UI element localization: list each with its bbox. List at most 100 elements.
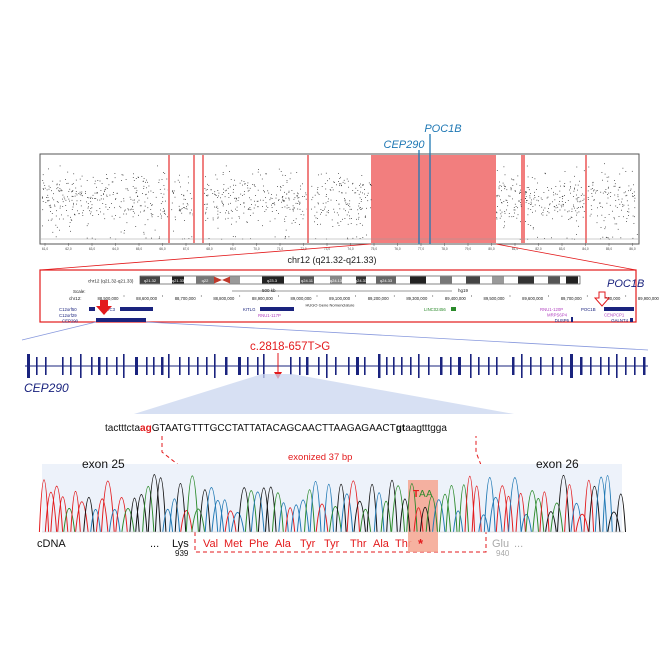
- poc1b-label: POC1B: [424, 123, 461, 135]
- cnv-point: [580, 206, 581, 208]
- cnv-point: [529, 197, 531, 199]
- cnv-point: [526, 200, 528, 201]
- cnv-point: [549, 204, 550, 206]
- cnv-point: [61, 214, 62, 216]
- cnv-point: [82, 215, 84, 216]
- cnv-point: [204, 192, 205, 194]
- cnv-point: [244, 183, 246, 185]
- cnv-point: [146, 187, 147, 189]
- cnv-point: [362, 224, 363, 226]
- cnv-point: [186, 206, 187, 208]
- cnv-point: [282, 198, 284, 200]
- cnv-point: [318, 203, 319, 205]
- cnv-point: [599, 202, 601, 204]
- cnv-point: [165, 200, 166, 202]
- cnv-point: [238, 197, 240, 199]
- cnv-point: [167, 216, 168, 218]
- cnv-point: [338, 181, 339, 182]
- cnv-point: [67, 182, 69, 184]
- cnv-point: [247, 190, 249, 192]
- trace-peak: [391, 485, 406, 533]
- cnv-point: [282, 185, 284, 186]
- cnv-point: [265, 209, 267, 211]
- cnv-point: [520, 204, 522, 206]
- trace-peak: [602, 475, 613, 533]
- cnv-point: [601, 172, 603, 173]
- cnv-point: [165, 213, 166, 215]
- cnv-point: [96, 186, 97, 188]
- cnv-point: [286, 181, 288, 183]
- cnv-point: [292, 205, 294, 207]
- cnv-point: [512, 198, 513, 200]
- cnv-point: [59, 229, 60, 231]
- cnv-point: [151, 205, 153, 206]
- cnv-point: [158, 179, 160, 181]
- cnv-point: [605, 236, 607, 238]
- trace-peak: [445, 485, 458, 533]
- cnv-point: [285, 229, 287, 231]
- cnv-point: [369, 183, 371, 185]
- cnv-point: [215, 194, 216, 196]
- cnv-point: [111, 181, 113, 183]
- cnv-point: [282, 200, 284, 202]
- ideogram-band-label: q21.33: [172, 278, 185, 283]
- cnv-point: [355, 192, 357, 194]
- cnv-point: [607, 187, 609, 189]
- cnv-point: [136, 190, 138, 192]
- cnv-point: [289, 178, 291, 180]
- cnv-point: [252, 212, 254, 214]
- cnv-point: [125, 213, 127, 215]
- cnv-point: [554, 206, 556, 208]
- cnv-point: [596, 222, 598, 224]
- gene-cep290: CEP290: [62, 319, 79, 324]
- exon: [257, 357, 259, 375]
- cnv-point: [281, 207, 283, 208]
- cnv-point: [79, 193, 81, 195]
- cnv-point: [556, 193, 558, 195]
- cnv-point: [243, 202, 245, 203]
- cnv-point: [527, 224, 529, 225]
- cnv-point: [570, 187, 571, 189]
- cnv-point: [140, 205, 142, 207]
- cnv-point: [274, 236, 276, 238]
- cnv-point: [135, 178, 137, 179]
- cnv-point: [632, 215, 634, 217]
- cnv-point: [187, 176, 189, 178]
- cnv-point: [532, 211, 533, 213]
- exon: [356, 357, 359, 375]
- cnv-point: [76, 200, 78, 202]
- cnv-point: [68, 198, 70, 200]
- cnv-point: [68, 191, 70, 192]
- cnv-point: [328, 210, 329, 211]
- cnv-point: [160, 213, 161, 215]
- cnv-x-ticks: 61,0 62,0 63,0 64,0 65,0 66,0 67,0 68,0 69,0 70,0…: [42, 243, 636, 251]
- cnv-point: [295, 202, 297, 204]
- cnv-point: [51, 218, 53, 220]
- cnv-point: [582, 206, 584, 208]
- cnv-point: [321, 186, 323, 187]
- cnv-point: [561, 215, 563, 217]
- cnv-point: [97, 199, 98, 201]
- cnv-point: [268, 192, 270, 194]
- cnv-point: [62, 198, 63, 200]
- cnv-point: [94, 192, 96, 194]
- cnv-point: [555, 207, 557, 209]
- aa-novel-6: Tyr: [324, 538, 340, 550]
- cnv-point: [320, 173, 322, 175]
- cnv-tick-label: 76,0: [394, 247, 400, 251]
- cnv-point: [497, 194, 499, 196]
- cnv-point: [189, 213, 191, 215]
- cnv-point: [73, 202, 74, 204]
- cnv-point: [564, 186, 565, 187]
- cnv-point: [130, 208, 132, 210]
- cnv-point: [42, 225, 43, 227]
- cnv-point: [278, 200, 279, 201]
- cnv-point: [91, 207, 93, 209]
- cnv-point: [174, 216, 176, 218]
- cnv-point: [344, 182, 346, 184]
- cnv-point: [238, 216, 240, 217]
- cnv-point: [89, 210, 90, 212]
- cnv-point: [360, 201, 362, 202]
- cnv-point: [539, 205, 540, 207]
- cnv-point: [112, 181, 114, 183]
